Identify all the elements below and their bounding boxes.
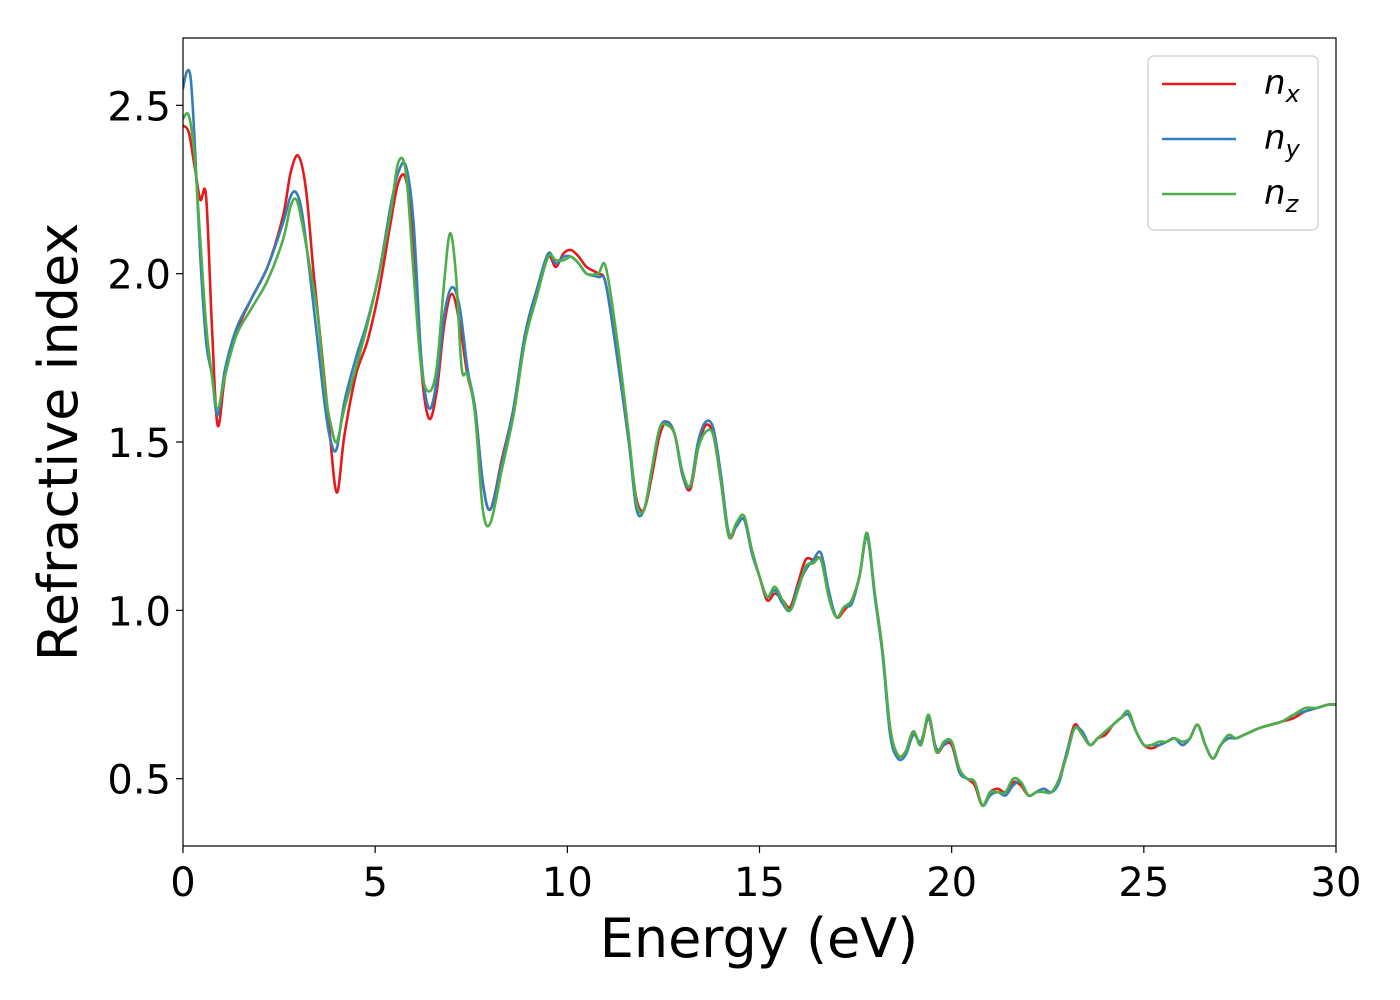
x-tick-label: 30	[1311, 860, 1362, 906]
x-tick-label: 0	[170, 860, 195, 906]
legend-label-ny: ny	[1264, 118, 1301, 163]
x-tick-label: 10	[542, 860, 593, 906]
x-axis-label: Energy (eV)	[600, 907, 919, 970]
y-axis-label: Refractive index	[27, 223, 90, 662]
y-axis-ticks: 0.5 1.0 1.5 2.0 2.5	[107, 84, 183, 804]
legend-label-nx: nx	[1264, 63, 1301, 108]
y-tick-label: 0.5	[107, 758, 171, 804]
series-line-nz	[183, 111, 1336, 807]
series-layer	[183, 68, 1336, 808]
y-tick-label: 2.0	[107, 253, 171, 299]
x-tick-label: 25	[1118, 860, 1169, 906]
y-tick-label: 1.5	[107, 421, 171, 467]
y-tick-label: 1.0	[107, 589, 171, 635]
x-tick-label: 15	[734, 860, 785, 906]
x-tick-label: 20	[926, 860, 977, 906]
legend-box	[1147, 55, 1319, 231]
x-axis-ticks: 0 5 10 15 20 25 30	[170, 846, 1361, 906]
y-tick-label: 2.5	[107, 84, 171, 130]
legend-label-nz: nz	[1264, 173, 1300, 218]
legend: nx ny nz	[1147, 55, 1319, 231]
x-tick-label: 5	[362, 860, 387, 906]
